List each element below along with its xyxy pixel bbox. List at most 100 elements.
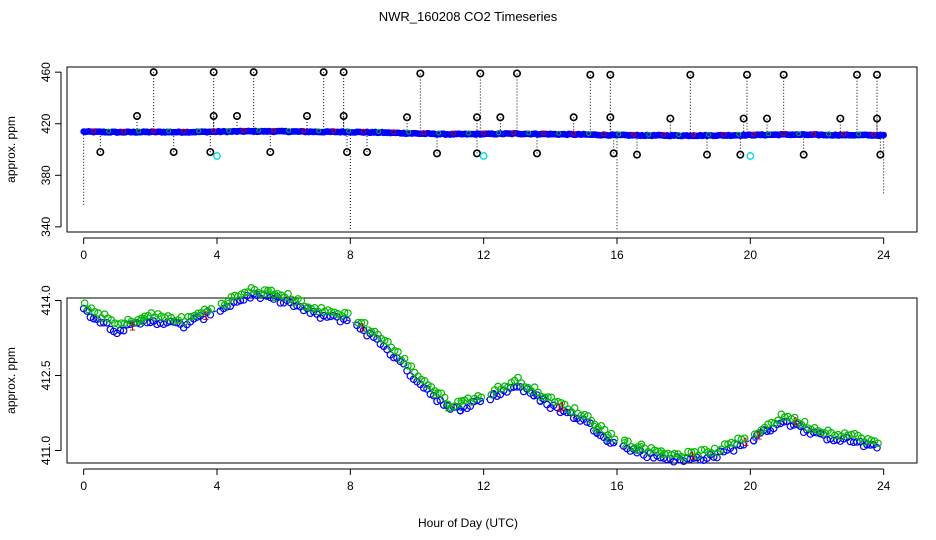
series-2-point — [357, 318, 366, 327]
baseline-flag-point — [586, 131, 592, 137]
series-2-point — [554, 397, 562, 406]
outlier-low-point — [876, 150, 885, 159]
outlier-low-point — [736, 150, 745, 159]
x-axis-label: Hour of Day (UTC) — [418, 516, 518, 530]
baseline-flag-point — [466, 130, 472, 136]
baseline-flag-point — [481, 130, 487, 136]
series-2-point — [697, 446, 706, 454]
series-2-glyph: 2 — [225, 298, 232, 312]
baseline-point — [880, 131, 887, 139]
top-data-points — [80, 68, 887, 160]
baseline-flag-point — [571, 130, 577, 136]
chart-title: NWR_160208 CO2 Timeseries — [379, 9, 558, 24]
baseline-flag-point — [91, 128, 97, 134]
series-2-point — [600, 425, 609, 434]
series-3-point — [86, 313, 95, 322]
baseline-flag-point — [181, 128, 187, 134]
bottom-y-axis-label: approx. ppm — [4, 347, 18, 414]
outlier-high-point — [209, 68, 218, 77]
gap-connector — [746, 438, 754, 443]
baseline-flag-point — [136, 128, 142, 134]
series-2-point — [687, 448, 696, 456]
series-2-point — [514, 373, 522, 382]
series-2-point — [704, 448, 712, 456]
baseline-flag-point — [751, 131, 757, 137]
series-2-point — [580, 410, 589, 419]
series-3-point — [119, 326, 128, 335]
series-2-point — [240, 288, 249, 297]
series-2-point — [194, 309, 202, 318]
series-1-glyph: 1 — [792, 414, 799, 428]
top-panel: 0 4 8 12 16 20 24 340 380 420 460 approx. ppm — [4, 62, 918, 262]
series-2-point — [417, 375, 426, 384]
series-2-point — [520, 383, 529, 391]
series-3-point — [439, 401, 448, 409]
outlier-mid-point — [472, 113, 481, 122]
series-2-point — [170, 317, 179, 325]
outlier-mid-point — [569, 113, 578, 122]
series-2-glyph: 2 — [635, 443, 642, 457]
series-2-point — [790, 413, 799, 422]
series-1-glyph: 1 — [129, 319, 136, 333]
baseline-flag-point — [556, 130, 562, 136]
series-3-point — [709, 453, 718, 461]
series-2-point — [434, 389, 442, 397]
series-3-glyph: 3 — [750, 434, 757, 448]
outlier-high-point — [249, 68, 258, 77]
outlier-high-point — [416, 69, 425, 78]
series-3-glyph: 3 — [457, 403, 464, 417]
top-x-tick-label: 20 — [744, 248, 758, 262]
outlier-low-point — [799, 150, 808, 159]
series-3-point — [696, 455, 705, 464]
gap-connector — [213, 308, 221, 313]
series-2-point — [384, 337, 392, 346]
baseline-flag-point — [421, 130, 427, 136]
outlier-low-point — [532, 149, 541, 158]
baseline-flag-point — [511, 130, 517, 136]
outlier-high-point — [319, 68, 328, 77]
outlier-mid-point — [402, 113, 411, 122]
baseline-flag-point — [286, 128, 292, 134]
baseline-flag-point — [616, 131, 622, 137]
baseline-flag-point — [661, 132, 667, 138]
outlier-low-point — [169, 148, 178, 157]
top-y-tick-label: 380 — [39, 165, 53, 185]
series-3-glyph: 3 — [594, 426, 601, 440]
series-2-point — [380, 336, 389, 345]
bottom-x-tick-label: 4 — [214, 479, 221, 493]
outlier-mid-point — [739, 114, 748, 123]
series-1-glyph: 1 — [756, 428, 763, 442]
baseline-flag-point — [676, 132, 682, 138]
series-2-point — [407, 362, 416, 370]
series-2-point — [284, 289, 292, 298]
gap-connector — [480, 398, 488, 402]
series-2-point — [400, 354, 409, 363]
baseline-flag-point — [151, 128, 157, 134]
baseline-flag-point — [721, 131, 727, 137]
series-2-point — [264, 286, 272, 295]
baseline-flag-point — [361, 128, 367, 134]
top-y-tick-label: 340 — [39, 217, 53, 237]
series-3-point — [143, 318, 151, 327]
series-2-point — [670, 449, 679, 458]
series-2-point — [867, 436, 876, 445]
series-2-point — [730, 439, 739, 448]
series-2-point — [187, 312, 196, 321]
series-2-point — [90, 307, 99, 316]
series-2-point — [404, 361, 412, 370]
series-2-glyph: 2 — [458, 397, 465, 411]
baseline-flag-point — [871, 131, 877, 137]
outlier-low-point — [432, 149, 441, 158]
series-2-point — [117, 319, 126, 327]
series-2-point — [737, 435, 746, 444]
series-2-point — [630, 444, 639, 452]
bottom-y-tick-label: 412.5 — [39, 360, 53, 390]
series-3-point — [609, 438, 618, 447]
baseline-flag-point — [601, 131, 607, 137]
series-2-glyph: 2 — [138, 314, 145, 328]
gap-connector — [613, 442, 621, 447]
baseline-flag-point — [796, 131, 802, 137]
bottom-x-tick-label: 24 — [877, 479, 891, 493]
baseline-flag-point — [526, 130, 532, 136]
outlier-high-point — [872, 70, 881, 79]
